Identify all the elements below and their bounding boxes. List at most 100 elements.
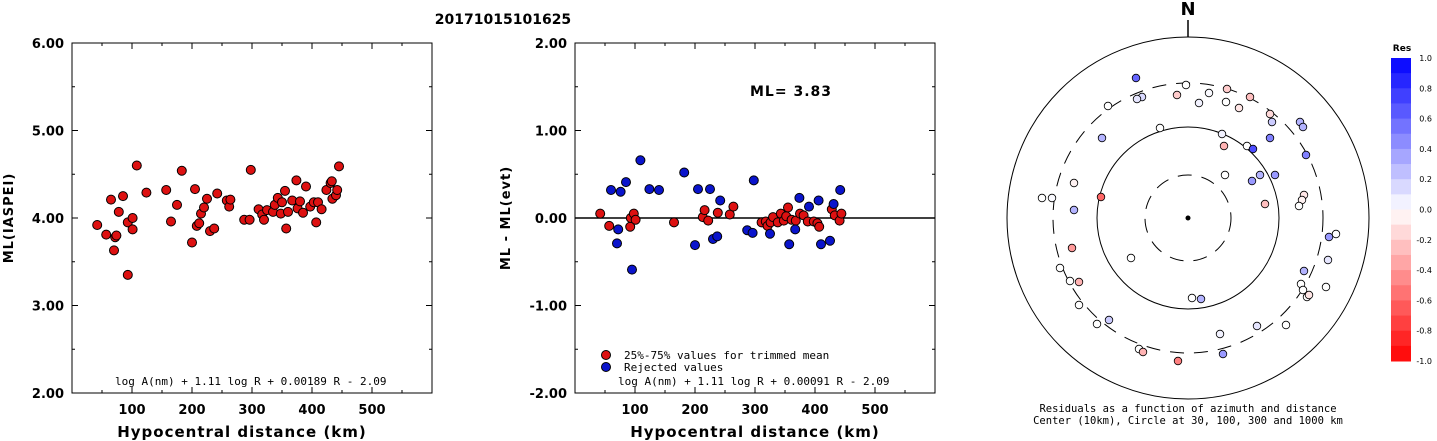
- colorbar-cell: [1391, 224, 1411, 241]
- rejected-point: [627, 264, 637, 275]
- station-marker: [1245, 92, 1255, 102]
- data-point: [141, 187, 152, 198]
- x-tick-label: 100: [118, 403, 145, 418]
- data-point: [604, 220, 615, 231]
- rejected-point: [794, 192, 805, 203]
- colorbar-cell: [1391, 254, 1411, 271]
- station-marker: [1194, 98, 1204, 108]
- colorbar-cell: [1391, 164, 1411, 180]
- colorbar-tick-label: -0.2: [1416, 236, 1432, 245]
- y-tick-label: 4.00: [32, 212, 64, 227]
- data-point: [630, 214, 641, 225]
- station-marker: [1074, 300, 1084, 310]
- ml-residual-x-ticks: 100 200 300 400 500: [604, 43, 906, 418]
- data-point: [122, 269, 133, 280]
- station-marker: [1298, 122, 1308, 132]
- rejected-point: [621, 177, 631, 188]
- station-marker: [1215, 329, 1225, 339]
- x-tick-label: 400: [801, 403, 828, 418]
- data-point: [332, 185, 343, 195]
- ml-event-annotation: ML= 3.83: [750, 84, 832, 100]
- colorbar-cell: [1391, 58, 1411, 74]
- legend-rejected-label: Rejected values: [624, 361, 723, 374]
- x-tick-label: 200: [178, 403, 205, 418]
- x-tick-label: 100: [621, 403, 648, 418]
- station-marker: [1055, 263, 1065, 273]
- station-marker: [1281, 320, 1291, 330]
- ml-residual-y-ticks: -2.00 -1.00 0.00 1.00 2.00: [530, 37, 935, 402]
- y-tick-label: -2.00: [530, 387, 567, 402]
- ml-iaspei-y-ticks: 2.00 3.00 4.00 5.00 6.00: [32, 37, 432, 402]
- data-point: [595, 208, 606, 219]
- ml-residual-formula: log A(nm) + 1.11 log R + 0.00091 R - 2.0…: [618, 375, 890, 388]
- station-marker: [1248, 144, 1258, 154]
- x-tick-label: 500: [861, 403, 888, 418]
- colorbar-ticks: 1.0 0.8 0.6 0.4 0.2 0.0 -0.2 -0.4 -0.6 -0.8 -1.0: [1416, 54, 1432, 366]
- ml-iaspei-x-ticks: 100 200 300 400 500: [101, 43, 403, 418]
- colorbar-label: Res: [1393, 44, 1411, 54]
- station-marker: [1131, 73, 1141, 83]
- colorbar-tick-label: 0.6: [1419, 115, 1432, 124]
- colorbar-tick-label: -0.6: [1416, 296, 1432, 305]
- legend-accepted-label: 25%-75% values for trimmed mean: [624, 349, 829, 362]
- ring-1000km: [1006, 36, 1370, 400]
- station-marker: [1299, 266, 1309, 276]
- data-point: [176, 165, 187, 176]
- rejected-point: [705, 184, 715, 195]
- rejected-point: [784, 239, 795, 250]
- station-marker: [1304, 290, 1314, 300]
- station-marker: [1096, 192, 1106, 202]
- y-tick-label: 6.00: [32, 37, 64, 52]
- map-caption-line1: Residuals as a function of azimuth and d…: [1039, 403, 1336, 415]
- data-point: [127, 224, 138, 235]
- data-point: [131, 160, 142, 171]
- data-point: [277, 197, 287, 208]
- data-point: [106, 194, 116, 205]
- rejected-point: [612, 238, 622, 249]
- station-marker: [1247, 176, 1257, 186]
- station-marker: [1270, 170, 1280, 180]
- station-marker: [1323, 255, 1333, 265]
- station-marker: [1196, 294, 1206, 304]
- station-marker: [1097, 133, 1107, 143]
- x-tick-label: 300: [741, 403, 768, 418]
- data-point: [113, 206, 124, 217]
- station-marker: [1204, 88, 1214, 98]
- colorbar-tick-label: -0.4: [1416, 266, 1432, 275]
- north-label: N: [1180, 0, 1195, 20]
- colorbar-cells: [1391, 58, 1411, 362]
- rejected-point: [712, 231, 723, 242]
- colorbar-cell: [1391, 300, 1411, 317]
- data-point: [209, 223, 220, 234]
- colorbar-cell: [1391, 118, 1411, 135]
- station-marker: [1218, 349, 1228, 359]
- y-tick-label: -1.00: [530, 300, 567, 315]
- data-point: [127, 213, 138, 223]
- data-point: [281, 223, 292, 234]
- station-marker: [1187, 293, 1197, 303]
- data-point: [166, 216, 176, 227]
- colorbar-cell: [1391, 103, 1411, 120]
- y-tick-label: 3.00: [32, 300, 64, 315]
- data-point: [712, 207, 723, 218]
- data-point: [280, 185, 290, 196]
- rejected-point: [693, 184, 703, 195]
- station-marker: [1222, 84, 1232, 94]
- colorbar-cell: [1391, 209, 1411, 226]
- rejected-point: [748, 175, 759, 186]
- data-point: [244, 214, 255, 225]
- data-point: [669, 217, 679, 228]
- data-point: [836, 208, 847, 219]
- rejected-point: [765, 228, 775, 239]
- colorbar-tick-label: -1.0: [1416, 357, 1432, 366]
- station-marker: [1181, 80, 1191, 90]
- colorbar-cell: [1391, 270, 1411, 286]
- station-marker: [1260, 199, 1270, 209]
- data-point: [212, 188, 223, 199]
- rejected-point: [606, 185, 616, 195]
- ring-100km: [1096, 126, 1280, 310]
- data-point: [118, 191, 128, 202]
- rejected-point: [747, 227, 758, 238]
- colorbar-cell: [1391, 148, 1411, 165]
- colorbar-tick-label: 1.0: [1419, 54, 1432, 63]
